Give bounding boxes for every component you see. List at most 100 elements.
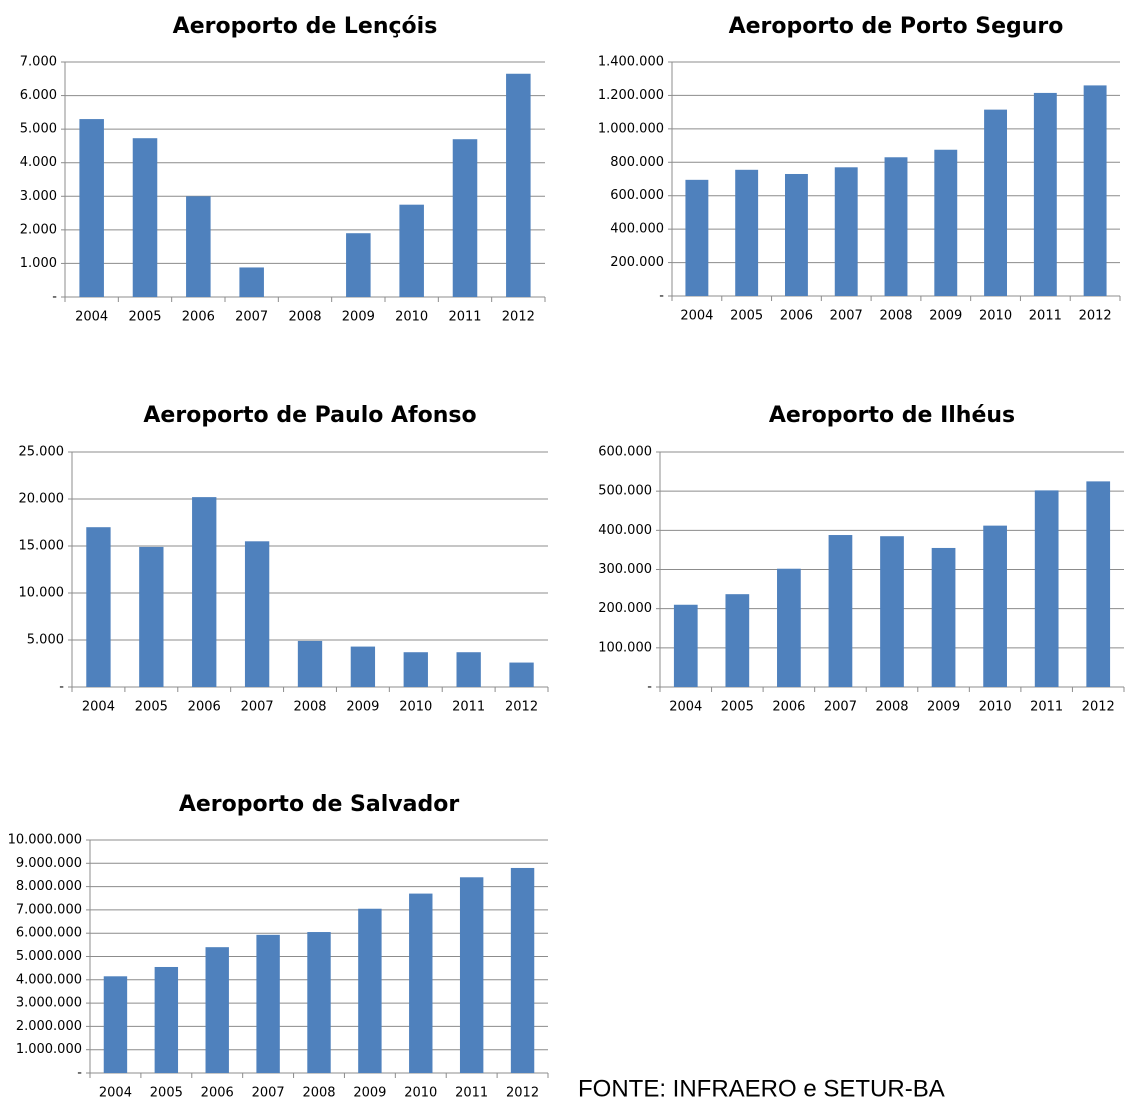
- x-tick-label: 2012: [505, 700, 538, 715]
- source-note: FONTE: INFRAERO e SETUR-BA: [578, 1075, 945, 1100]
- bar: [409, 893, 433, 1073]
- x-tick-label: 2006: [201, 1086, 234, 1100]
- x-tick-label: 2007: [252, 1086, 285, 1100]
- y-tick-label: 1.000.000: [598, 121, 664, 136]
- x-tick-label: 2011: [1030, 700, 1063, 715]
- x-tick-label: 2004: [82, 700, 115, 715]
- y-tick-label: 5.000: [27, 633, 64, 648]
- bar: [685, 179, 709, 296]
- x-tick-label: 2011: [452, 700, 485, 715]
- x-tick-label: 2012: [506, 1086, 539, 1100]
- y-tick-label: 5.000: [20, 122, 57, 137]
- bar: [452, 139, 478, 297]
- x-tick-label: 2010: [979, 700, 1012, 715]
- bar: [884, 157, 908, 296]
- bar: [777, 568, 801, 687]
- bar: [984, 109, 1008, 296]
- bar: [456, 652, 481, 687]
- bar: [1033, 92, 1057, 297]
- bar: [725, 594, 750, 687]
- y-tick-label: 1.000: [20, 256, 57, 271]
- x-tick-label: 2004: [75, 310, 108, 325]
- bar: [358, 908, 382, 1073]
- y-tick-label: 300.000: [598, 562, 652, 577]
- y-tick-label: 600.000: [610, 188, 664, 203]
- y-tick-label: 1.000.000: [16, 1042, 82, 1057]
- y-tick-label: 10.000: [19, 586, 65, 601]
- x-tick-label: 2005: [730, 309, 763, 324]
- y-tick-label: 200.000: [598, 601, 652, 616]
- y-tick-label: 3.000: [20, 189, 57, 204]
- x-tick-label: 2006: [780, 309, 813, 324]
- y-tick-label: 10.000.000: [8, 833, 82, 848]
- bar: [983, 525, 1007, 687]
- bar: [673, 604, 698, 687]
- y-tick-label: 400.000: [610, 222, 664, 237]
- x-tick-label: 2011: [1029, 309, 1062, 324]
- bar: [399, 204, 424, 297]
- y-tick-label: 800.000: [610, 155, 664, 170]
- x-tick-label: 2007: [241, 700, 274, 715]
- bar: [506, 73, 531, 297]
- bar: [132, 138, 158, 297]
- bar: [79, 119, 104, 297]
- x-tick-label: 2007: [830, 309, 863, 324]
- x-tick-label: 2007: [235, 310, 268, 325]
- x-tick-label: 2007: [824, 700, 857, 715]
- y-tick-label: 9.000.000: [16, 856, 82, 871]
- x-tick-label: 2012: [502, 310, 535, 325]
- x-tick-label: 2006: [188, 700, 221, 715]
- y-tick-label: 3.000.000: [16, 996, 82, 1011]
- y-tick-label: 2.000: [20, 222, 57, 237]
- x-tick-label: 2008: [875, 700, 908, 715]
- y-tick-label: 1.200.000: [598, 88, 664, 103]
- bar: [828, 535, 853, 687]
- bar: [256, 934, 280, 1073]
- bar: [244, 541, 270, 687]
- x-tick-label: 2006: [772, 700, 805, 715]
- y-tick-label: 6.000: [20, 88, 57, 103]
- chart-title: Aeroporto de Paulo Afonso: [143, 403, 476, 428]
- x-tick-label: 2005: [150, 1086, 183, 1100]
- x-tick-label: 2010: [979, 309, 1012, 324]
- bar: [403, 652, 428, 687]
- bar: [934, 149, 958, 296]
- bar: [1083, 85, 1107, 297]
- x-tick-label: 2008: [293, 700, 326, 715]
- x-tick-label: 2010: [395, 310, 428, 325]
- bar: [510, 867, 535, 1073]
- y-tick-label: 2.000.000: [16, 1019, 82, 1034]
- y-tick-label: -: [647, 680, 652, 695]
- bar: [239, 267, 264, 297]
- x-tick-label: 2008: [302, 1086, 335, 1100]
- bar: [186, 196, 211, 297]
- x-tick-label: 2009: [929, 309, 962, 324]
- y-tick-label: 8.000.000: [16, 879, 82, 894]
- y-tick-label: 5.000.000: [16, 949, 82, 964]
- y-tick-label: 20.000: [19, 492, 65, 507]
- bar: [880, 536, 904, 687]
- y-tick-label: 7.000: [20, 55, 57, 70]
- x-tick-label: 2011: [455, 1086, 488, 1100]
- y-tick-label: 100.000: [598, 640, 652, 655]
- x-tick-label: 2004: [99, 1086, 132, 1100]
- x-tick-label: 2004: [680, 309, 713, 324]
- y-tick-label: 6.000.000: [16, 926, 82, 941]
- x-tick-label: 2005: [135, 700, 168, 715]
- x-tick-label: 2005: [721, 700, 754, 715]
- bar: [86, 527, 111, 687]
- x-tick-label: 2012: [1082, 700, 1115, 715]
- y-tick-label: -: [659, 289, 664, 304]
- y-tick-label: 400.000: [598, 523, 652, 538]
- bar: [459, 877, 484, 1073]
- x-tick-label: 2010: [404, 1086, 437, 1100]
- bar: [350, 646, 376, 687]
- bar: [834, 167, 858, 296]
- y-tick-label: 200.000: [610, 255, 664, 270]
- bar: [205, 947, 229, 1073]
- bar: [297, 640, 323, 687]
- bar: [346, 233, 371, 297]
- y-tick-label: 500.000: [598, 484, 652, 499]
- bar: [192, 497, 217, 687]
